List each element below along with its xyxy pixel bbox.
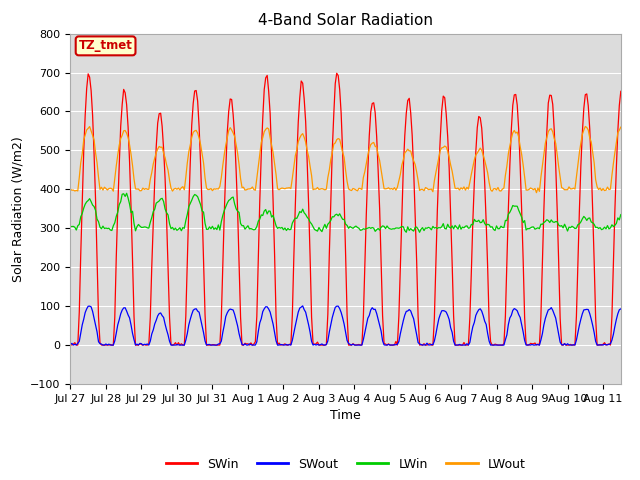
LWin: [612, 220, 620, 226]
SWin: [67, 341, 74, 347]
LWout: [156, 144, 163, 149]
SWin: [157, 110, 164, 116]
LWin: [416, 229, 424, 235]
SWin: [617, 88, 625, 94]
LWout: [570, 185, 577, 191]
Title: 4-Band Solar Radiation: 4-Band Solar Radiation: [258, 13, 433, 28]
SWout: [160, 314, 168, 320]
LWout: [93, 160, 101, 166]
Y-axis label: Solar Radiation (W/m2): Solar Radiation (W/m2): [12, 136, 25, 282]
Text: TZ_tmet: TZ_tmet: [79, 39, 132, 52]
SWin: [68, 342, 76, 348]
X-axis label: Time: Time: [330, 409, 361, 422]
Line: SWin: SWin: [70, 73, 621, 345]
SWout: [157, 310, 164, 316]
SWout: [299, 303, 307, 309]
SWout: [67, 341, 74, 347]
LWout: [612, 140, 620, 145]
LWout: [582, 124, 589, 130]
LWin: [216, 227, 223, 233]
Legend: SWin, SWout, LWin, LWout: SWin, SWout, LWin, LWout: [161, 453, 531, 476]
Line: SWout: SWout: [70, 306, 621, 345]
SWin: [95, 314, 102, 320]
LWout: [617, 124, 625, 130]
SWout: [617, 306, 625, 312]
LWout: [532, 190, 540, 195]
LWout: [67, 186, 74, 192]
SWin: [160, 146, 168, 152]
LWout: [214, 186, 222, 192]
SWout: [571, 342, 579, 348]
SWout: [70, 342, 77, 348]
LWin: [160, 199, 168, 204]
LWin: [617, 212, 625, 217]
SWout: [95, 339, 102, 345]
LWin: [67, 224, 74, 229]
Line: LWout: LWout: [70, 127, 621, 192]
SWin: [571, 342, 579, 348]
Line: LWin: LWin: [70, 193, 621, 232]
SWin: [216, 342, 223, 348]
SWout: [216, 341, 223, 347]
LWin: [157, 196, 164, 202]
SWin: [612, 165, 620, 170]
LWin: [571, 226, 579, 231]
SWout: [612, 316, 620, 322]
LWin: [93, 216, 101, 222]
SWin: [333, 71, 340, 76]
LWout: [158, 144, 166, 150]
LWin: [123, 191, 131, 196]
